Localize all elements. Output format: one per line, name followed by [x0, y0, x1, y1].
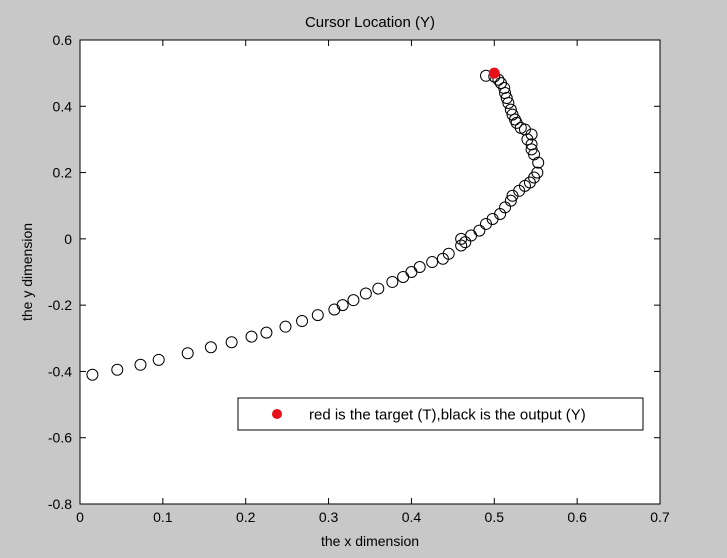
output-point — [245, 330, 258, 343]
output-point — [525, 143, 538, 156]
output-point — [504, 103, 517, 116]
output-point — [181, 347, 194, 360]
y-tick-label: 0.2 — [53, 165, 73, 181]
y-axis-label: the y dimension — [19, 223, 35, 321]
output-point — [504, 194, 517, 207]
target-point — [488, 67, 500, 79]
y-tick-label: -0.4 — [48, 363, 72, 379]
output-point — [347, 294, 360, 307]
output-point — [336, 299, 349, 312]
output-point — [204, 341, 217, 354]
legend-box — [237, 397, 644, 431]
output-point — [442, 247, 455, 260]
ticks-layer: 0 0.1 0.2 0.3 0.4 0.5 0.6 0.7 -0.8 -0.6 -0.4 -0.2 0 0… — [48, 32, 670, 525]
output-point — [311, 309, 324, 322]
output-point — [455, 239, 468, 252]
output-point — [279, 320, 292, 333]
x-tick-label: 0.7 — [650, 509, 670, 525]
output-point — [134, 358, 147, 371]
output-point — [531, 166, 544, 179]
legend-text: red is the target (T),black is the outpu… — [309, 407, 586, 424]
axes-area — [79, 39, 661, 505]
points-layer — [86, 67, 545, 381]
x-tick-label: 0.6 — [567, 509, 587, 525]
output-point — [296, 315, 309, 328]
output-point — [494, 77, 507, 90]
x-tick-label: 0.1 — [153, 509, 173, 525]
y-tick-label: 0.4 — [53, 98, 73, 114]
output-point — [473, 224, 486, 237]
y-tick-label: 0 — [64, 231, 72, 247]
legend-marker-red — [272, 409, 282, 419]
output-point — [111, 363, 124, 376]
chart-title: Cursor Location (Y) — [305, 14, 435, 31]
legend: red is the target (T),black is the outpu… — [237, 397, 644, 431]
x-tick-label: 0.5 — [485, 509, 505, 525]
output-point — [386, 275, 399, 288]
output-point — [260, 326, 273, 339]
output-point — [499, 87, 512, 100]
x-tick-label: 0 — [76, 509, 84, 525]
output-point — [225, 336, 238, 349]
x-tick-label: 0.3 — [319, 509, 339, 525]
output-point — [413, 261, 426, 274]
y-tick-label: -0.6 — [48, 430, 72, 446]
output-point — [86, 368, 99, 381]
x-tick-label: 0.4 — [402, 509, 422, 525]
output-point — [532, 156, 545, 169]
y-tick-label: -0.2 — [48, 297, 72, 313]
output-point — [152, 353, 165, 366]
x-axis-label: the x dimension — [321, 533, 419, 549]
output-point — [359, 287, 372, 300]
output-point — [506, 108, 519, 121]
x-tick-label: 0.2 — [236, 509, 256, 525]
output-point — [426, 256, 439, 269]
y-tick-label: 0.6 — [53, 32, 73, 48]
y-tick-label: -0.8 — [48, 496, 72, 512]
output-point — [372, 282, 385, 295]
